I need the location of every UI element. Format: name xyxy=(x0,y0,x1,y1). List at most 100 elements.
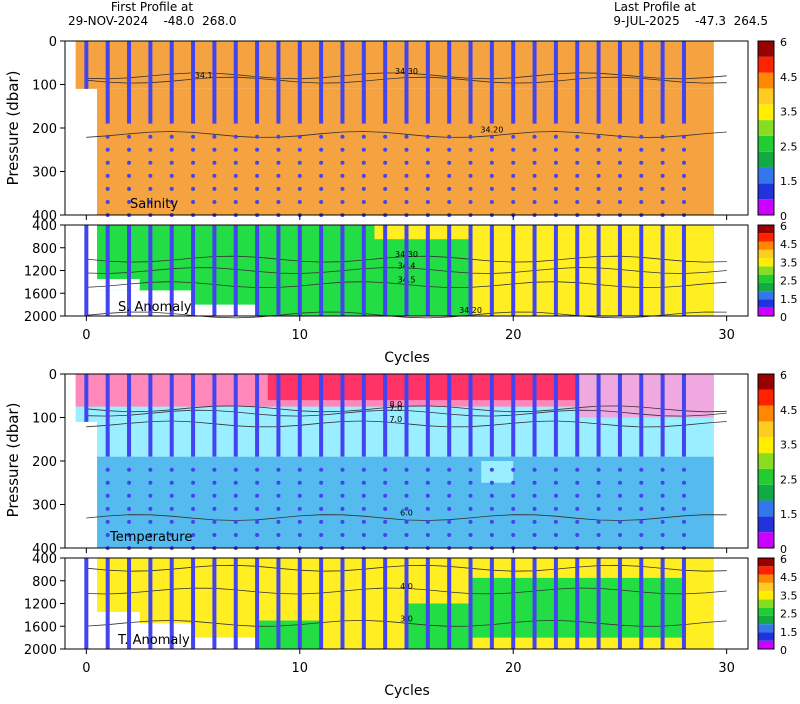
profile-sample-point xyxy=(212,147,217,152)
y-tick-label: 100 xyxy=(32,79,57,94)
profile-sample-point xyxy=(575,506,580,511)
profile-sample-point xyxy=(212,506,217,511)
profile-sample-point xyxy=(681,506,686,511)
profile-sample-point xyxy=(596,134,601,139)
profile-sample-point xyxy=(276,199,281,204)
profile-sample-point xyxy=(489,532,494,537)
profile-sample-point xyxy=(255,506,260,511)
profile-sample-point xyxy=(361,519,366,524)
profile-sample-point xyxy=(447,480,452,485)
profile-sample-point xyxy=(319,519,324,524)
colorbar-tick-label: 3.5 xyxy=(780,589,798,602)
temperature-anomaly-gap xyxy=(97,612,140,624)
profile-sample-point xyxy=(681,186,686,191)
colorbar-swatch xyxy=(758,574,774,583)
colorbar-swatch xyxy=(758,615,774,625)
profile-sample-point xyxy=(639,147,644,152)
profile-sample-point xyxy=(319,480,324,485)
profile-sample-point xyxy=(617,199,622,204)
profile-sample-point xyxy=(447,532,452,537)
profile-sample-point xyxy=(511,493,516,498)
profile-sample-point xyxy=(319,186,324,191)
profile-sample-point xyxy=(127,199,132,204)
profile-sample-point xyxy=(297,147,302,152)
profile-sample-point xyxy=(319,493,324,498)
profile-sample-point xyxy=(553,480,558,485)
profile-sample-point xyxy=(489,506,494,511)
profile-sample-point xyxy=(489,134,494,139)
bottom-x-axis-title: Cycles xyxy=(384,683,430,699)
profile-sample-point xyxy=(297,134,302,139)
colorbar-tick-label: 4.5 xyxy=(780,238,798,251)
profile-sample-point xyxy=(383,532,388,537)
profile-sample-point xyxy=(639,493,644,498)
y-tick-label: 400 xyxy=(32,552,57,567)
profile-sample-point xyxy=(553,519,558,524)
profile-sample-point xyxy=(532,173,537,178)
profile-sample-point xyxy=(361,134,366,139)
profile-sample-point xyxy=(340,173,345,178)
profile-sample-point xyxy=(105,493,110,498)
profile-sample-point xyxy=(468,147,473,152)
colorbar-swatch xyxy=(758,516,774,533)
profile-sample-point xyxy=(447,134,452,139)
profile-sample-point xyxy=(148,147,153,152)
profile-sample-point xyxy=(361,506,366,511)
profile-sample-point xyxy=(404,134,409,139)
profile-sample-point xyxy=(383,467,388,472)
profile-sample-point xyxy=(276,467,281,472)
profile-sample-point xyxy=(681,160,686,165)
colorbar-tick-label: 0 xyxy=(780,311,787,324)
s-anomaly-panel-title: S. Anomaly xyxy=(118,300,192,315)
profile-sample-point xyxy=(425,480,430,485)
profile-sample-point xyxy=(575,480,580,485)
profile-sample-point xyxy=(404,186,409,191)
profile-sample-point xyxy=(404,173,409,178)
profile-sample-point xyxy=(447,506,452,511)
colorbar-tick-label: 2.5 xyxy=(780,608,798,621)
profile-sample-point xyxy=(105,134,110,139)
y-tick-label: 0 xyxy=(49,35,57,50)
salinity-y-axis-title: Pressure (dbar) xyxy=(4,71,22,186)
profile-sample-point xyxy=(105,147,110,152)
profile-sample-point xyxy=(468,493,473,498)
t-anomaly-panel-title: T. Anomaly xyxy=(117,633,190,648)
profile-sample-point xyxy=(532,493,537,498)
profile-sample-point xyxy=(596,532,601,537)
profile-sample-point xyxy=(148,160,153,165)
profile-sample-point xyxy=(191,506,196,511)
colorbar-swatch xyxy=(758,249,774,259)
profile-sample-point xyxy=(361,186,366,191)
colorbars: 64.53.52.51.5064.53.52.51.5064.53.52.51.… xyxy=(757,36,798,657)
profile-sample-point xyxy=(575,532,580,537)
colorbar-tick-label: 6 xyxy=(780,553,787,566)
profile-sample-point xyxy=(511,467,516,472)
profile-sample-point xyxy=(681,173,686,178)
profile-sample-point xyxy=(383,134,388,139)
profile-sample-point xyxy=(127,467,132,472)
colorbar-swatch xyxy=(758,291,774,300)
profile-sample-point xyxy=(660,493,665,498)
colorbar-swatch xyxy=(758,484,774,501)
profile-sample-point xyxy=(425,147,430,152)
profile-sample-point xyxy=(511,160,516,165)
profile-sample-point xyxy=(660,506,665,511)
profile-sample-point xyxy=(148,493,153,498)
profile-sample-point xyxy=(191,186,196,191)
profile-sample-point xyxy=(297,532,302,537)
profile-sample-point xyxy=(191,532,196,537)
last-profile-label: Last Profile at xyxy=(614,0,696,14)
profile-sample-point xyxy=(596,199,601,204)
contour-label: 7.0 xyxy=(389,415,402,424)
y-tick-label: 800 xyxy=(32,242,57,257)
y-tick-label: 300 xyxy=(32,499,57,514)
y-tick-label: 1600 xyxy=(24,620,57,635)
colorbar-swatch xyxy=(758,566,774,575)
profile-sample-point xyxy=(447,173,452,178)
profile-sample-point xyxy=(447,186,452,191)
profile-sample-point xyxy=(233,147,238,152)
profile-sample-point xyxy=(233,467,238,472)
profile-sample-point xyxy=(148,173,153,178)
salinity-anomaly-yellow-patch xyxy=(374,225,471,240)
profile-sample-point xyxy=(489,467,494,472)
